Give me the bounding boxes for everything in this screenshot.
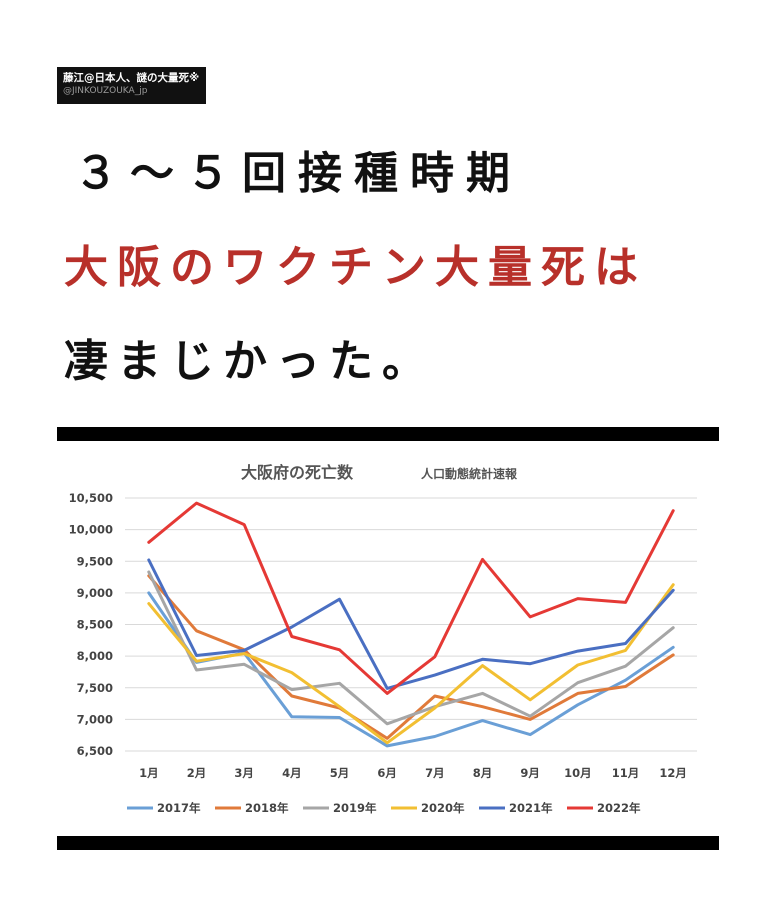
series-line (147, 574, 675, 740)
chart-series-lines (147, 501, 675, 748)
legend-label: 2017年 (157, 801, 201, 815)
x-tick-label: 1月 (139, 766, 159, 780)
series-line (147, 501, 675, 695)
x-tick-label: 10月 (564, 766, 592, 780)
headline-line-3: 凄まじかった。 (64, 336, 435, 387)
x-tick-label: 8月 (473, 766, 493, 780)
x-tick-label: 2月 (187, 766, 207, 780)
y-tick-label: 8,500 (77, 618, 113, 632)
account-name: 藤江@日本人、謎の大量死※ (63, 72, 200, 84)
chart-subtitle: 人口動態統計速報 (421, 466, 518, 481)
top-divider-bar (57, 427, 719, 441)
account-handle: @JINKOUZOUKA_jp (63, 86, 148, 96)
x-tick-label: 7月 (425, 766, 445, 780)
y-tick-label: 10,000 (69, 523, 113, 537)
account-badge: 藤江@日本人、謎の大量死※ @JINKOUZOUKA_jp (57, 67, 206, 104)
x-tick-label: 6月 (377, 766, 397, 780)
chart-title: 大阪府の死亡数 (241, 463, 354, 482)
x-tick-label: 5月 (330, 766, 350, 780)
headline-line-2: 大阪のワクチン大量死は (64, 242, 647, 293)
series-line (147, 558, 675, 690)
legend-label: 2022年 (597, 801, 641, 815)
chart-gridlines (125, 497, 697, 752)
death-count-chart: 大阪府の死亡数 人口動態統計速報 6,500 7,000 7,500 8,000 8,5… (69, 463, 697, 815)
series-line (147, 591, 675, 748)
y-tick-label: 8,000 (77, 649, 113, 663)
y-tick-label: 6,500 (77, 744, 113, 758)
bottom-divider-bar (57, 836, 719, 850)
y-tick-label: 7,500 (77, 681, 113, 695)
legend-label: 2021年 (509, 801, 553, 815)
x-tick-label: 3月 (234, 766, 254, 780)
y-tick-label: 9,000 (77, 586, 113, 600)
legend-label: 2020年 (421, 801, 465, 815)
x-axis-tick-labels: 1月 2月 3月 4月 5月 6月 7月 8月 9月 10月 11月 12月 (139, 766, 687, 780)
series-line (147, 570, 675, 726)
legend-label: 2019年 (333, 801, 377, 815)
x-tick-label: 12月 (659, 766, 687, 780)
y-axis-tick-labels: 6,500 7,000 7,500 8,000 8,500 9,000 9,500 10,00… (69, 491, 113, 758)
legend-label: 2018年 (245, 801, 289, 815)
y-tick-label: 7,000 (77, 712, 113, 726)
series-line (147, 583, 675, 745)
x-tick-label: 11月 (612, 766, 640, 780)
headline-line-1: ３～５回接種時期 (74, 148, 522, 199)
y-tick-label: 9,500 (77, 554, 113, 568)
x-tick-label: 9月 (520, 766, 540, 780)
x-tick-label: 4月 (282, 766, 302, 780)
y-tick-label: 10,500 (69, 491, 113, 505)
chart-legend: 2017年 2018年 2019年 2020年 2021年 2022年 (127, 801, 641, 815)
